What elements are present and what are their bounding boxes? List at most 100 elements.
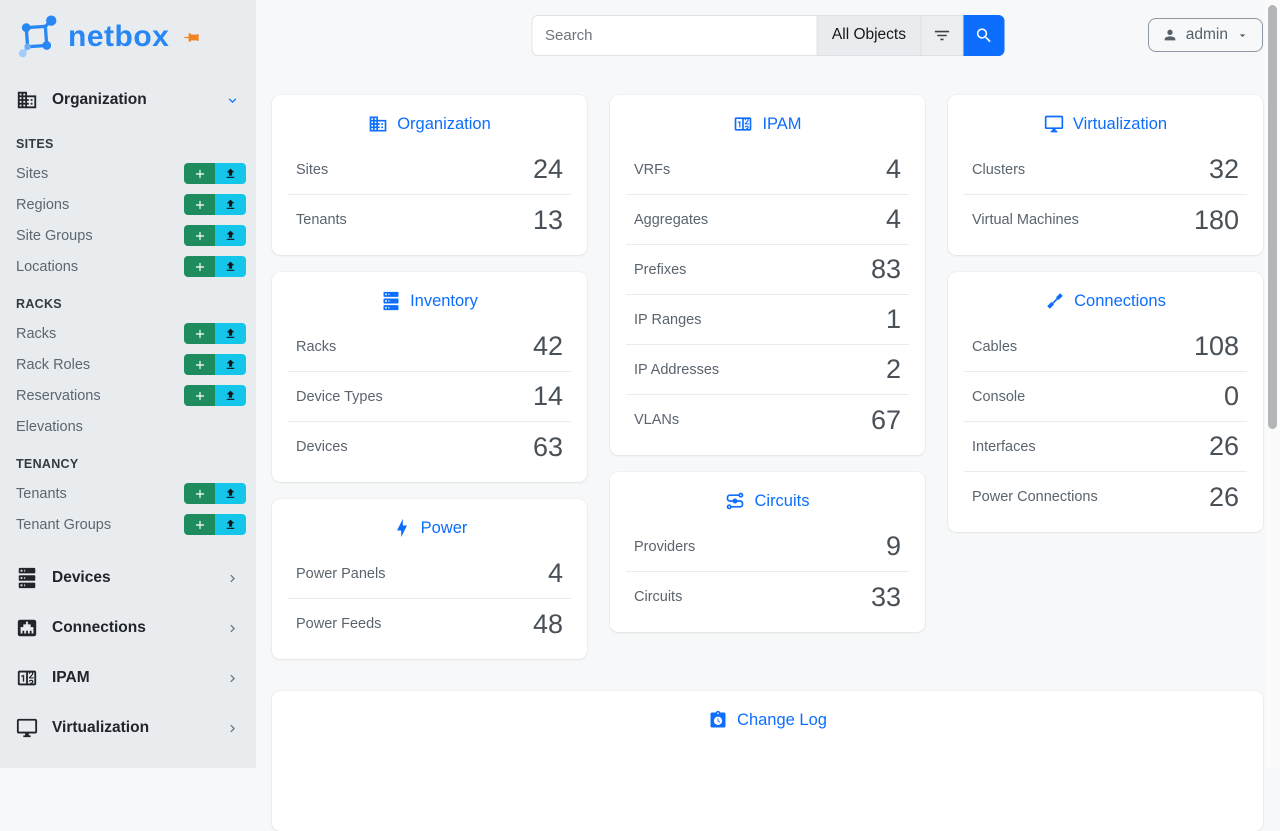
sidebar-group-connections[interactable]: Connections [0,606,256,650]
card-title-ipam[interactable]: IPAM [626,107,909,145]
stat-label[interactable]: Power Feeds [296,616,382,632]
card-title-inventory[interactable]: Inventory [288,284,571,322]
stat-label[interactable]: Devices [296,439,348,455]
stat-label[interactable]: Providers [634,538,696,555]
stat-label[interactable]: Clusters [972,161,1026,178]
sidebar-item-link[interactable]: Regions [16,196,70,213]
sidebar-group-ipam[interactable]: IPAM [0,656,256,700]
card-title-virtualization[interactable]: Virtualization [964,107,1247,145]
card-title-changelog[interactable]: Change Log [288,703,1247,741]
stat-label[interactable]: IP Addresses [634,361,720,378]
stat-value: 4 [885,154,901,184]
search-input[interactable] [531,14,817,56]
stat-row-sites: Sites 24 [288,145,571,195]
stat-row-power-feeds: Power Feeds 48 [288,599,571,649]
stat-label[interactable]: Console [972,388,1026,405]
caret-down-icon [1236,29,1249,42]
stat-label[interactable]: Power Panels [296,565,386,582]
stat-label[interactable]: Racks [296,338,337,355]
stat-label[interactable]: Cables [972,338,1018,355]
add-button[interactable] [184,385,215,406]
add-button[interactable] [184,194,215,215]
stat-value: 26 [1208,481,1239,512]
stat-label[interactable]: Tenants [296,212,347,228]
card-title-circuits[interactable]: Circuits [626,484,909,522]
sidebar-group-devices[interactable]: Devices [0,556,256,600]
sidebar-item-link[interactable]: Locations [16,258,79,275]
sidebar-item-link[interactable]: Rack Roles [16,356,91,373]
stat-label[interactable]: Interfaces [972,438,1036,455]
server-icon [16,567,38,589]
sidebar-item-elevations: Elevations [0,411,256,442]
scrollbar-thumb[interactable] [1268,5,1277,429]
sidebar-item-locations: Locations [0,251,256,282]
user-name: admin [1185,26,1228,43]
add-button[interactable] [184,483,215,504]
import-button[interactable] [215,163,246,184]
stat-row-device-types: Device Types 14 [288,372,571,422]
stat-label[interactable]: VRFs [634,161,671,178]
stat-value: 180 [1193,204,1239,235]
item-action-buttons [184,385,246,406]
sidebar-item-link[interactable]: Racks [16,325,57,342]
pin-sidebar-icon[interactable] [183,29,200,46]
add-button[interactable] [184,256,215,277]
netbox-logo-icon[interactable] [14,14,60,60]
scrollbar-track[interactable] [1265,0,1280,768]
stat-value: 14 [532,381,563,411]
card-title-power[interactable]: Power [288,511,571,549]
stat-label[interactable]: Virtual Machines [972,212,1079,228]
stat-row-racks: Racks 42 [288,322,571,372]
item-action-buttons [184,323,246,344]
import-button[interactable] [215,354,246,375]
card-title-connections[interactable]: Connections [964,284,1247,322]
import-button[interactable] [215,256,246,277]
domain-icon [368,114,388,134]
brand-name[interactable]: netbox [68,20,170,53]
sidebar-group-organization[interactable]: Organization [0,78,256,122]
add-button[interactable] [184,323,215,344]
import-button[interactable] [215,483,246,504]
stat-row-vlans: VLANs 67 [626,395,909,445]
sidebar-item-racks: Racks [0,318,256,349]
stat-row-cables: Cables 108 [964,322,1247,372]
sidebar-item-regions: Regions [0,189,256,220]
import-button[interactable] [215,323,246,344]
stat-label[interactable]: Prefixes [634,261,687,278]
card-title-organization[interactable]: Organization [288,107,571,145]
sidebar-item-link[interactable]: Tenant Groups [16,516,112,533]
import-button[interactable] [215,194,246,215]
stat-label[interactable]: VLANs [634,412,680,428]
dashboard: Organization Sites 24 Tenants 13 Inventory Ra… [272,95,1263,831]
sidebar-group-label: Connections [52,619,146,636]
sidebar-item-link[interactable]: Site Groups [16,227,93,244]
sidebar-group-virtualization[interactable]: Virtualization [0,706,256,750]
filter-button[interactable] [921,14,963,56]
add-button[interactable] [184,514,215,535]
stat-label[interactable]: Aggregates [634,211,709,228]
add-button[interactable] [184,354,215,375]
import-button[interactable] [215,225,246,246]
user-menu-button[interactable]: admin [1147,18,1263,52]
search-button[interactable] [963,14,1004,56]
chevron-down-icon [225,93,240,108]
stat-label[interactable]: Sites [296,161,329,178]
stat-label[interactable]: IP Ranges [634,311,702,328]
plus-icon [193,487,207,501]
card-circuits: Circuits Providers 9 Circuits 33 [610,472,925,632]
card-inventory: Inventory Racks 42 Device Types 14 Devices 63 [272,272,587,482]
import-button[interactable] [215,385,246,406]
stat-value: 108 [1193,331,1239,361]
sidebar-item-link[interactable]: Elevations [16,418,83,435]
search-scope-button[interactable]: All Objects [816,14,921,56]
stat-label[interactable]: Device Types [296,388,383,405]
add-button[interactable] [184,163,215,184]
sidebar-item-link[interactable]: Reservations [16,387,101,404]
sidebar-item-link[interactable]: Sites [16,165,49,182]
stat-label[interactable]: Power Connections [972,489,1098,505]
stat-label[interactable]: Circuits [634,589,683,605]
add-button[interactable] [184,225,215,246]
sidebar-item-link[interactable]: Tenants [16,485,67,502]
import-button[interactable] [215,514,246,535]
stat-value: 4 [885,204,901,234]
